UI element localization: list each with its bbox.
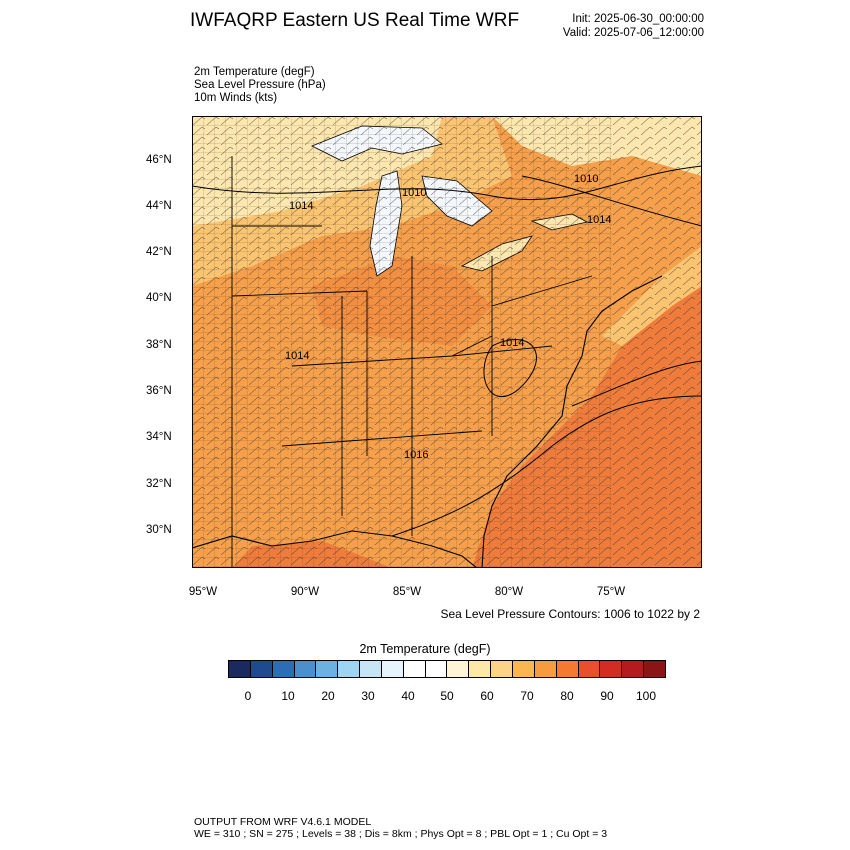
field-label-temperature: 2m Temperature (degF) (194, 66, 315, 78)
colorbar-tick: 40 (401, 689, 415, 703)
isobar-label: 1010 (574, 173, 598, 185)
isobar-label: 1016 (404, 449, 428, 461)
colorbar-tick: 0 (244, 689, 252, 703)
isobar-label: 1014 (285, 350, 309, 362)
colorbar-swatch (338, 661, 361, 677)
colorbar-tick: 20 (321, 689, 335, 703)
lat-tick-34n: 34°N (146, 431, 172, 443)
colorbar-swatch (403, 661, 426, 677)
init-time: Init: 2025-06-30_00:00:00 (572, 13, 704, 25)
colorbar-swatch (360, 661, 382, 677)
colorbar-tick: 100 (635, 689, 657, 703)
lat-tick-44n: 44°N (146, 200, 172, 212)
colorbar-swatch (534, 661, 557, 677)
colorbar-swatch (229, 661, 251, 677)
colorbar-swatch (644, 661, 665, 677)
colorbar-swatch (250, 661, 273, 677)
colorbar-swatch (556, 661, 579, 677)
coastline-atlantic (481, 275, 663, 569)
colorbar-tick: 70 (520, 689, 534, 703)
colorbar-tick: 30 (361, 689, 375, 703)
isobar-label: 1014 (289, 200, 313, 212)
colorbar-swatch (272, 661, 295, 677)
lon-tick-95w: 95°W (188, 586, 218, 598)
lat-tick-38n: 38°N (146, 339, 172, 351)
lon-tick-85w: 85°W (392, 586, 422, 598)
colorbar-title: 2m Temperature (degF) (359, 642, 491, 656)
contour-note: Sea Level Pressure Contours: 1006 to 102… (440, 607, 701, 621)
footer-config-line: WE = 310 ; SN = 275 ; Levels = 38 ; Dis … (194, 828, 608, 840)
isobars (191, 165, 703, 537)
valid-time: Valid: 2025-07-06_12:00:00 (562, 27, 704, 39)
colorbar-swatch (294, 661, 317, 677)
lon-tick-90w: 90°W (290, 586, 320, 598)
isobar-label: 1014 (587, 214, 611, 226)
colorbar-swatch (622, 661, 645, 677)
coastline-gulf (191, 530, 478, 569)
colorbar-tick: 80 (560, 689, 574, 703)
colorbar-swatch (600, 661, 623, 677)
lat-tick-42n: 42°N (146, 246, 172, 258)
colorbar-swatch (491, 661, 513, 677)
field-label-pressure: Sea Level Pressure (hPa) (194, 79, 326, 91)
lon-tick-80w: 80°W (494, 586, 524, 598)
colorbar (228, 660, 666, 678)
colorbar-swatch (469, 661, 492, 677)
colorbar-swatch (381, 661, 404, 677)
lat-tick-36n: 36°N (146, 385, 172, 397)
colorbar-tick: 90 (600, 689, 614, 703)
isobar-label: 1010 (402, 187, 426, 199)
lon-tick-75w: 75°W (596, 586, 626, 598)
colorbar-tick: 60 (480, 689, 494, 703)
isobar-labels: 1010 1010 1014 1014 1014 1014 1016 (285, 173, 611, 461)
lat-tick-46n: 46°N (146, 154, 172, 166)
colorbar-tick: 10 (281, 689, 295, 703)
isobar-label: 1014 (500, 337, 524, 349)
colorbar-swatch (512, 661, 535, 677)
footer-model-line: OUTPUT FROM WRF V4.6.1 MODEL (194, 816, 372, 828)
lat-tick-40n: 40°N (146, 292, 172, 304)
colorbar-swatch (578, 661, 601, 677)
lat-tick-30n: 30°N (146, 524, 172, 536)
lat-tick-32n: 32°N (146, 478, 172, 490)
colorbar-tick: 50 (440, 689, 454, 703)
colorbar-swatch (425, 661, 448, 677)
map-svg: 1010 1010 1014 1014 1014 1014 1016 (191, 116, 703, 569)
colorbar-swatch (316, 661, 339, 677)
colorbar-swatch (447, 661, 470, 677)
map-border (192, 116, 702, 568)
field-label-winds: 10m Winds (kts) (194, 92, 278, 104)
map-panel: 1010 1010 1014 1014 1014 1014 1016 (191, 116, 703, 569)
plot-title: IWFAQRP Eastern US Real Time WRF (190, 10, 520, 31)
wind-barbs (192, 116, 702, 568)
